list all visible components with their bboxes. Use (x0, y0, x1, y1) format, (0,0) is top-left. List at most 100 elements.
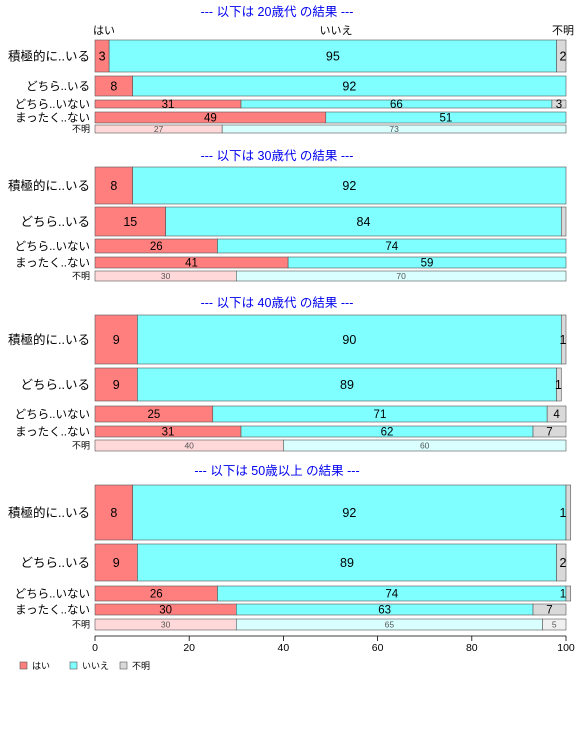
bar-segment-no (137, 543, 557, 582)
x-tick-label: 20 (183, 642, 195, 654)
value-label: 89 (340, 378, 354, 392)
legend: はい いいえ 不明 (19, 661, 150, 671)
value-label: 71 (374, 409, 387, 421)
panel-title: --- 以下は 40歳代 の結果 --- (201, 296, 354, 310)
bar-segment-unknown (532, 425, 567, 438)
bar-segment-no (287, 256, 567, 269)
bar-segment-yes (94, 484, 133, 541)
value-label: 9 (113, 333, 120, 347)
legend-label: いいえ (82, 661, 109, 671)
x-tick-label: 40 (278, 642, 290, 654)
bar-segment-no (221, 124, 567, 134)
bar-row: どちら..いる 8 92 (26, 75, 567, 97)
bar-segment-no (236, 270, 567, 282)
value-label: 95 (326, 50, 340, 64)
column-header-no: いいえ (320, 24, 353, 37)
value-label: 2 (560, 50, 567, 64)
value-label: 1 (560, 333, 567, 347)
value-label: 59 (421, 258, 434, 270)
legend-label: はい (32, 661, 50, 671)
value-label: 1 (560, 589, 566, 601)
value-label: 70 (396, 271, 406, 281)
panel-title: --- 以下は 20歳代 の結果 --- (201, 5, 354, 19)
row-label: 積極的に..いる (8, 49, 90, 64)
value-label: 1 (560, 506, 567, 520)
panel-title: --- 以下は 30歳代 の結果 --- (201, 149, 354, 163)
bar-row: まったく..ない 30 63 7 (15, 604, 567, 617)
value-label: 15 (123, 215, 137, 229)
bar-row: どちら..いない 26 74 (15, 238, 567, 254)
value-label: 8 (110, 80, 117, 94)
x-tick-label: 80 (466, 642, 478, 654)
bar-row: まったく..ない 49 51 (15, 112, 567, 125)
row-label: まったく..ない (15, 604, 90, 617)
row-label: 積極的に..いる (8, 178, 90, 193)
row-label: 不明 (72, 620, 90, 630)
bar-row: どちら..いない 26 74 1 (15, 585, 572, 602)
value-label: 89 (340, 556, 354, 570)
x-tick-label: 60 (372, 642, 384, 654)
bar-row: どちら..いる 9 89 2 (21, 543, 567, 582)
bar-row: どちら..いない 31 66 3 (15, 98, 567, 111)
panel-4: --- 以下は 50歳以上 の結果 ---積極的に..いる 8 92 1どちら..いる… (8, 464, 572, 631)
value-label: 5 (552, 620, 557, 630)
bar-segment-unknown (546, 405, 567, 423)
bar-row: 積極的に..いる 8 92 (8, 166, 567, 205)
bar-row: 積極的に..いる 8 92 1 (8, 484, 572, 541)
value-label: 25 (147, 409, 160, 421)
bar-segment-unknown (556, 39, 567, 73)
value-label: 31 (162, 99, 175, 111)
value-label: 31 (162, 427, 175, 439)
bar-segment-yes (94, 367, 138, 402)
bar-row: 不明 30 65 5 (72, 618, 567, 631)
value-label: 3 (99, 50, 106, 64)
value-label: 7 (546, 427, 552, 439)
bar-row: 積極的に..いる 3 95 2 (8, 39, 567, 73)
value-label: 66 (390, 99, 403, 111)
value-label: 3 (556, 99, 562, 111)
value-label: 2 (560, 556, 567, 570)
value-label: 73 (389, 124, 399, 134)
panel-1: --- 以下は 20歳代 の結果 --- 積極的に..いる 3 95 2 どちら..いる 8… (8, 5, 566, 134)
legend-label: 不明 (132, 661, 150, 671)
value-label: 9 (113, 378, 120, 392)
value-label: 92 (342, 179, 356, 193)
bar-row: 不明 40 60 (72, 439, 567, 452)
x-tick-label: 0 (92, 642, 98, 654)
bar-segment-unknown (551, 99, 567, 109)
column-headers: はい いいえ 不明 (93, 24, 574, 37)
row-label: どちら..いる (21, 556, 90, 570)
row-label: まったく..ない (15, 112, 90, 125)
bar-segment-no (132, 166, 567, 205)
panel-title: --- 以下は 50歳以上 の結果 --- (194, 464, 359, 478)
value-label: 7 (546, 605, 552, 617)
value-label: 41 (185, 258, 198, 270)
bar-segment-no (137, 314, 562, 365)
row-label: 不明 (72, 124, 90, 134)
row-label: まったく..ない (15, 426, 90, 439)
value-label: 30 (161, 620, 171, 630)
row-label: どちら..いる (21, 378, 90, 392)
bar-segment-unknown (556, 543, 567, 582)
bar-segment-no (132, 75, 567, 97)
bar-segment-unknown (556, 367, 562, 402)
value-label: 30 (161, 271, 171, 281)
value-label: 30 (159, 605, 172, 617)
value-label: 74 (385, 241, 398, 253)
row-label: 積極的に..いる (8, 505, 90, 520)
value-label: 26 (150, 241, 163, 253)
value-label: 90 (342, 333, 356, 347)
bar-segment-no (165, 206, 562, 237)
bar-row: 不明 27 73 (72, 124, 567, 134)
bar-segment-yes (94, 166, 133, 205)
value-label: 1 (555, 378, 562, 392)
value-label: 92 (342, 80, 356, 94)
row-label: どちら..いない (15, 240, 90, 253)
panel-2: --- 以下は 30歳代 の結果 --- 積極的に..いる 8 92 どちら..いる 15… (8, 149, 567, 282)
bar-segment-yes (94, 543, 138, 582)
row-label: 不明 (72, 441, 90, 451)
legend-swatch (19, 661, 28, 670)
bar-row: どちら..いる 9 89 1 (21, 367, 562, 402)
